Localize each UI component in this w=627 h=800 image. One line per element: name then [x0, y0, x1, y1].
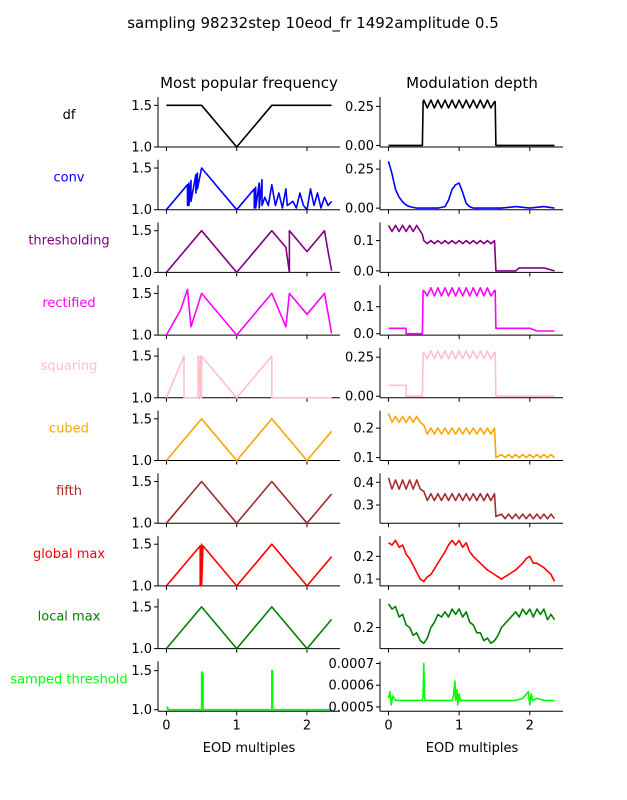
series-line-conv-freq: [165, 167, 333, 211]
series-line-local-max-freq: [165, 606, 333, 650]
series-line-samped-threshold-depth: [387, 662, 555, 706]
series-line-conv-depth: [387, 161, 555, 209]
y-tick-label: 0.0: [353, 327, 374, 342]
series-line-cubed-freq: [165, 417, 333, 462]
y-tick-label: 1.5: [131, 224, 152, 239]
row-label: cubed: [49, 422, 89, 437]
series-line-df-depth: [388, 99, 555, 147]
series-line-thresholding-depth: [387, 224, 555, 272]
y-tick-label: 0.0: [353, 264, 374, 279]
y-tick-label: 1.5: [131, 350, 152, 365]
y-tick-label: 1.0: [131, 517, 152, 532]
x-tick-label: 2: [303, 718, 311, 733]
series-line-rectified-depth: [388, 286, 555, 335]
y-tick-label: 0.00: [345, 139, 374, 154]
series-line-squaring-depth: [388, 350, 555, 398]
y-tick-label: 0.00: [345, 390, 374, 405]
x-tick-label: 0: [162, 718, 170, 733]
y-tick-label: 0.1: [353, 573, 374, 588]
row-label: rectified: [42, 296, 95, 311]
y-tick-label: 1.0: [131, 703, 152, 718]
row-label: global max: [33, 547, 105, 562]
row-label: thresholding: [28, 233, 109, 248]
y-tick-label: 1.0: [131, 329, 152, 344]
y-tick-label: 0.0005: [329, 700, 375, 715]
row-label: conv: [53, 171, 84, 186]
y-tick-label: 0.0007: [329, 657, 375, 672]
series-line-cubed-depth: [387, 413, 556, 459]
y-tick-label: 0.1: [353, 451, 374, 466]
x-axis-label-depth: EOD multiples: [426, 741, 519, 756]
y-tick-label: 0.2: [353, 621, 374, 636]
y-tick-label: 1.0: [131, 391, 152, 406]
y-tick-label: 1.5: [131, 538, 152, 553]
y-tick-label: 0.1: [353, 300, 374, 315]
series-line-global-max-depth: [388, 539, 556, 583]
y-tick-label: 0.00: [345, 202, 374, 217]
y-tick-label: 1.5: [131, 287, 152, 302]
series-line-global-max-freq: [165, 543, 333, 587]
y-tick-label: 0.25: [345, 163, 374, 178]
y-tick-label: 1.5: [131, 162, 152, 177]
y-tick-label: 0.2: [353, 550, 374, 565]
y-tick-label: 0.0006: [329, 679, 375, 694]
y-tick-label: 0.1: [353, 234, 374, 249]
row-label: fifth: [56, 484, 82, 499]
column-title-depth: Modulation depth: [406, 74, 538, 92]
y-tick-label: 1.0: [131, 579, 152, 594]
series-line-df-freq: [166, 104, 332, 148]
y-tick-label: 1.5: [131, 99, 152, 114]
x-tick-label: 1: [455, 718, 463, 733]
y-tick-label: 1.0: [131, 203, 152, 218]
figure-title: sampling 98232step 10eod_fr 1492amplitud…: [127, 14, 499, 33]
series-line-samped-threshold-freq: [166, 669, 332, 711]
y-tick-label: 0.25: [345, 351, 374, 366]
column-title-frequency: Most popular frequency: [160, 74, 338, 92]
y-tick-label: 1.5: [131, 475, 152, 490]
x-tick-label: 1: [233, 718, 241, 733]
row-label: local max: [38, 610, 101, 625]
series-line-local-max-depth: [387, 603, 556, 645]
x-axis-label-frequency: EOD multiples: [203, 741, 296, 756]
series-line-thresholding-freq: [165, 229, 333, 274]
x-tick-label: 0: [384, 718, 392, 733]
row-label: samped threshold: [10, 672, 127, 687]
series-line-squaring-freq: [165, 355, 332, 399]
y-tick-label: 1.0: [131, 454, 152, 469]
y-tick-label: 0.25: [345, 100, 374, 115]
y-tick-label: 1.0: [131, 642, 152, 657]
series-line-fifth-freq: [165, 480, 333, 525]
row-label: squaring: [41, 359, 98, 374]
y-tick-label: 0.4: [353, 476, 374, 491]
series-line-rectified-freq: [165, 288, 333, 336]
y-tick-label: 1.5: [131, 664, 152, 679]
y-tick-label: 1.5: [131, 600, 152, 615]
series-line-fifth-depth: [387, 477, 556, 520]
y-tick-label: 0.2: [353, 422, 374, 437]
y-tick-label: 1.0: [131, 266, 152, 281]
y-tick-label: 1.5: [131, 412, 152, 427]
x-tick-label: 2: [526, 718, 534, 733]
row-label: df: [63, 108, 76, 123]
y-tick-label: 1.0: [131, 141, 152, 156]
y-tick-label: 0.3: [353, 499, 374, 514]
